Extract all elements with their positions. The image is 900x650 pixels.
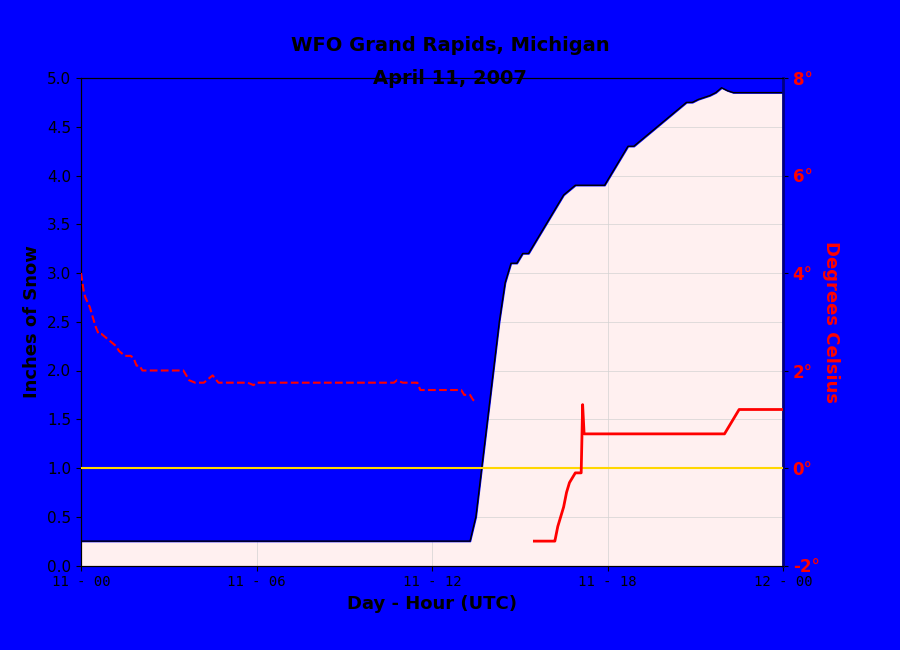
- Y-axis label: Inches of Snow: Inches of Snow: [23, 245, 41, 398]
- X-axis label: Day - Hour (UTC): Day - Hour (UTC): [347, 595, 517, 613]
- Y-axis label: Degrees Celsius: Degrees Celsius: [823, 240, 841, 403]
- Text: April 11, 2007: April 11, 2007: [374, 68, 526, 88]
- Text: WFO Grand Rapids, Michigan: WFO Grand Rapids, Michigan: [291, 36, 609, 55]
